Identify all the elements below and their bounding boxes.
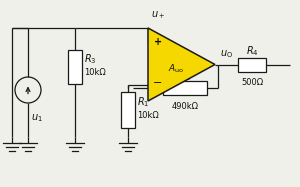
Text: $R_1$: $R_1$ — [137, 95, 149, 109]
Text: 490kΩ: 490kΩ — [172, 102, 199, 111]
Text: $R_4$: $R_4$ — [246, 45, 258, 58]
Bar — [121, 92, 135, 128]
Text: $R_2$: $R_2$ — [179, 69, 191, 83]
Text: $R_3$: $R_3$ — [84, 52, 97, 66]
Bar — [238, 57, 266, 71]
Text: $u_+$: $u_+$ — [151, 9, 165, 21]
Bar — [163, 81, 207, 95]
Text: $u_{\mathrm{O}}$: $u_{\mathrm{O}}$ — [220, 49, 233, 60]
Text: −: − — [153, 78, 163, 88]
Text: $u_1$: $u_1$ — [31, 112, 43, 124]
Text: 10kΩ: 10kΩ — [137, 111, 159, 119]
Text: $u_-$: $u_-$ — [151, 68, 166, 78]
Text: 500Ω: 500Ω — [241, 78, 263, 87]
Text: $A_{\mathrm{uo}}$: $A_{\mathrm{uo}}$ — [168, 62, 184, 75]
Text: +: + — [154, 37, 162, 47]
Polygon shape — [148, 28, 215, 101]
Text: 10kΩ: 10kΩ — [84, 68, 106, 76]
Bar — [68, 50, 82, 84]
